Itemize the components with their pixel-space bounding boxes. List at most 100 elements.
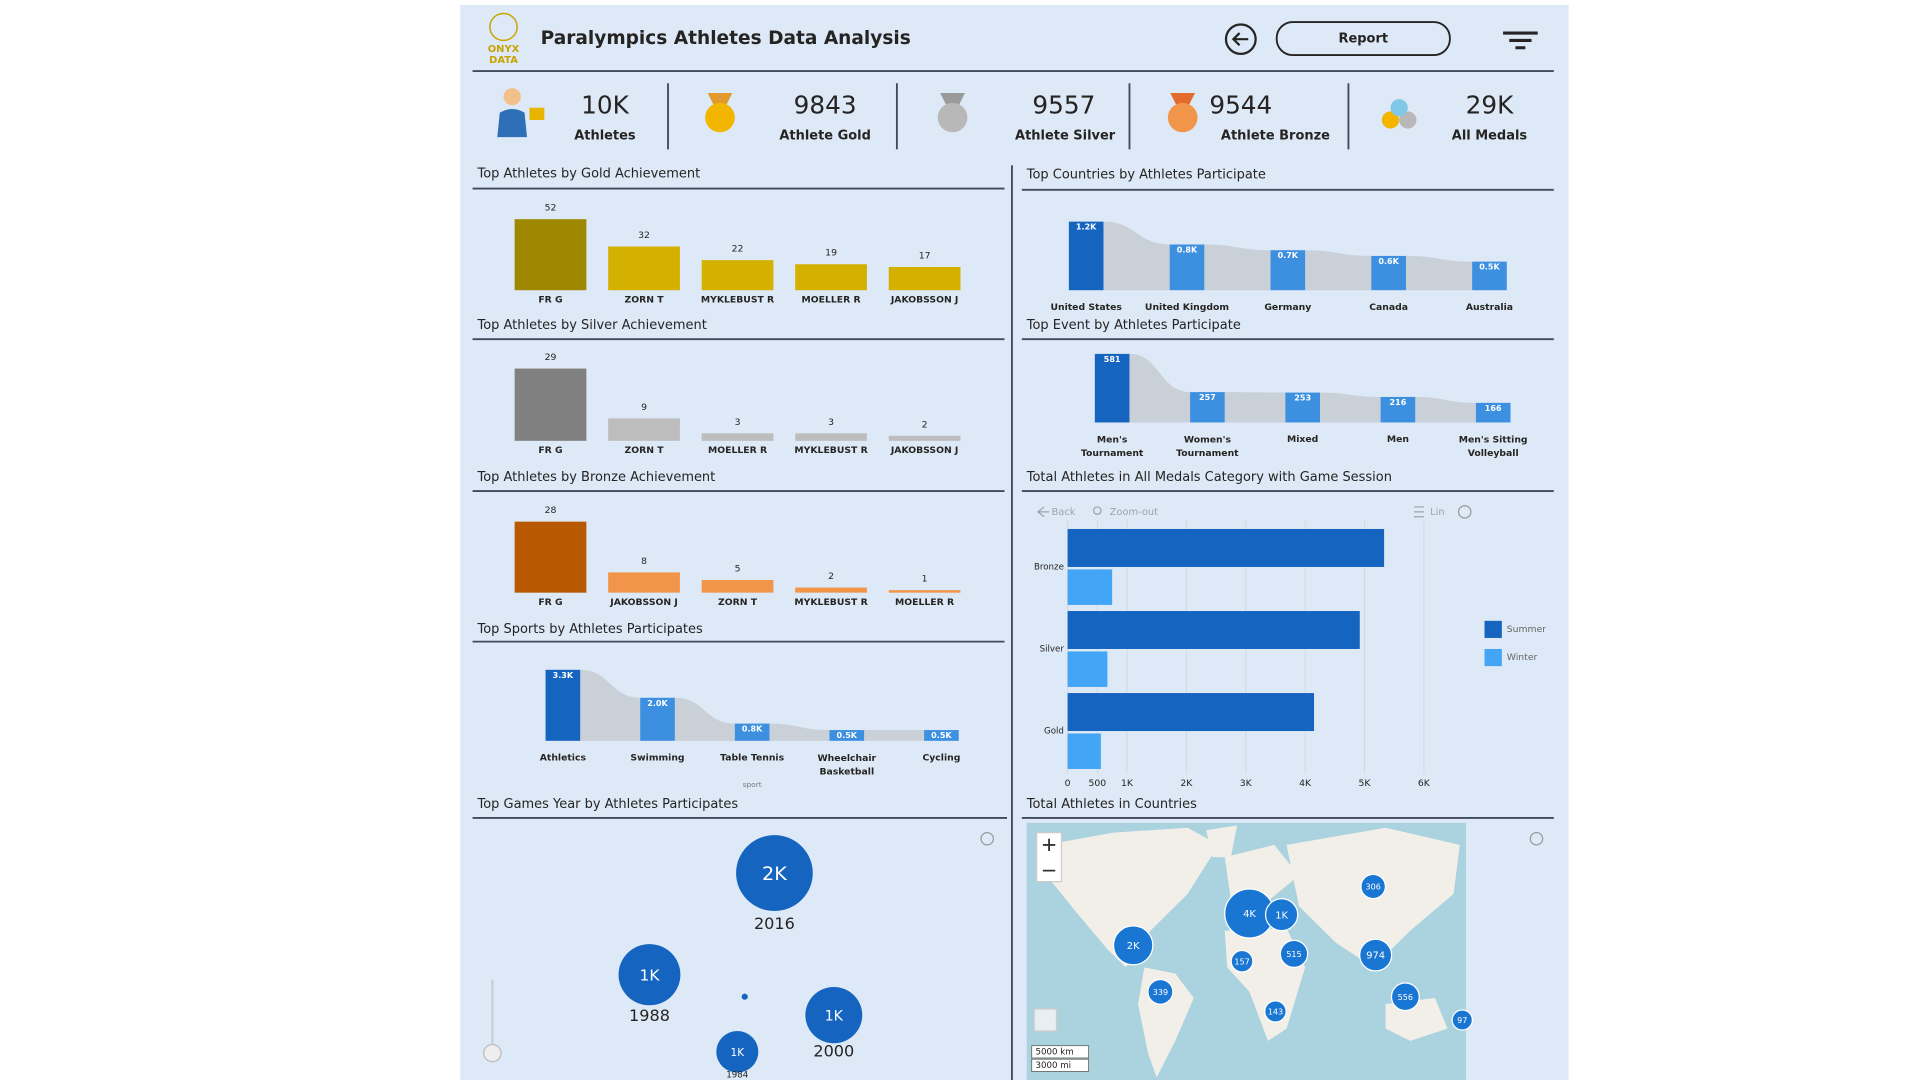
- map-bubble: [1451, 1009, 1473, 1031]
- data-label: 3: [828, 417, 834, 428]
- x-tick-label: 2K: [1180, 778, 1193, 789]
- category-label: ZORN T: [718, 597, 758, 608]
- category-label: FR G: [538, 445, 562, 456]
- bubble: [716, 1031, 759, 1073]
- zoom-in-icon: [1042, 838, 1056, 872]
- legend-label: Winter: [1507, 652, 1538, 663]
- data-label: 52: [545, 203, 557, 214]
- x-tick-label: 500: [1088, 778, 1106, 789]
- ribbon: [674, 697, 735, 741]
- bubble: [618, 944, 681, 1006]
- toolbar-button: Lin: [1430, 507, 1445, 518]
- category-label: Mixed: [1287, 434, 1318, 445]
- y-tick-label: Gold: [1044, 727, 1064, 737]
- scale-box: [1031, 1058, 1090, 1072]
- ribbon: [769, 723, 830, 741]
- filter-icon[interactable]: [1503, 31, 1538, 50]
- help-icon[interactable]: [1529, 832, 1544, 846]
- data-label: 19: [825, 248, 837, 259]
- bar: [1067, 611, 1360, 649]
- ribbon: [1129, 353, 1191, 423]
- data-label: 32: [638, 230, 650, 241]
- data-label: 28: [545, 505, 557, 516]
- category-label: JAKOBSSON J: [890, 445, 959, 456]
- bar: [1067, 569, 1113, 605]
- chart-title: Top Athletes by Gold Achievement: [477, 166, 701, 181]
- data-label: 581: [1104, 355, 1121, 364]
- bar: [795, 433, 867, 441]
- category-label: Wheelchair Basketball: [817, 752, 876, 776]
- data-label: 2: [828, 571, 834, 582]
- map-bubble: [1147, 978, 1174, 1005]
- category-label: Men's Tournament: [1081, 434, 1144, 458]
- toolbar-button: Zoom-out: [1110, 507, 1159, 518]
- category-label: Table Tennis: [720, 752, 784, 763]
- bar: [829, 730, 865, 741]
- ribbon: [1405, 255, 1473, 291]
- chart-title: Top Countries by Athletes Participate: [1026, 168, 1266, 183]
- map-bubble-label: 97: [1457, 1016, 1467, 1025]
- scale-label: 5000 km: [1035, 1047, 1073, 1057]
- bar: [701, 260, 774, 291]
- silver-medal-icon: [937, 93, 968, 133]
- athlete-icon: [497, 88, 545, 138]
- back-button[interactable]: [1224, 23, 1257, 55]
- data-label: 1: [922, 574, 928, 585]
- data-label: 257: [1199, 393, 1216, 402]
- bar: [640, 697, 675, 741]
- bar: [1270, 250, 1306, 291]
- bar: [734, 723, 770, 741]
- category-label: United Kingdom: [1145, 302, 1229, 313]
- ribbon: [1204, 244, 1271, 291]
- report-button-label: Report: [1338, 32, 1388, 47]
- legend-label: Summer: [1507, 624, 1547, 635]
- bar: [1067, 693, 1315, 732]
- bar: [1472, 261, 1507, 291]
- bubble-label: 1K: [825, 1008, 844, 1024]
- logo-text: DATA: [489, 55, 518, 66]
- bar: [888, 590, 961, 593]
- category-label: ZORN T: [625, 445, 665, 456]
- data-label: 0.8K: [742, 725, 763, 734]
- toolbar-icon: [1092, 506, 1102, 515]
- report-button[interactable]: [1275, 21, 1451, 57]
- kpi-value: 9557: [1032, 91, 1095, 120]
- map-bubble-label: 4K: [1243, 909, 1256, 920]
- page-title: Paralympics Athletes Data Analysis: [541, 28, 911, 49]
- kpi-value: 9544: [1209, 91, 1272, 120]
- bar: [795, 264, 867, 291]
- kpi-value: 9843: [794, 91, 857, 120]
- bubble-category: 2016: [754, 914, 795, 933]
- category-label: Australia: [1466, 302, 1513, 313]
- data-label: 216: [1390, 398, 1407, 407]
- map-bubble-label: 1K: [1275, 910, 1288, 921]
- category-label: MYKLEBUST R: [794, 597, 867, 608]
- category-label: Germany: [1264, 302, 1311, 313]
- category-label: Men: [1387, 434, 1409, 445]
- chart-title: Top Event by Athletes Participate: [1026, 318, 1241, 333]
- help-icon[interactable]: [1457, 505, 1472, 519]
- y-tick-label: Bronze: [1034, 562, 1064, 572]
- bar: [608, 572, 680, 593]
- map-bubble-label: 974: [1366, 951, 1385, 962]
- ribbon: [1415, 396, 1476, 423]
- category-label: Men's Sitting Volleyball: [1459, 434, 1528, 458]
- category-label: MOELLER R: [708, 445, 767, 456]
- ribbon: [864, 730, 925, 741]
- bar: [888, 266, 961, 291]
- category-label: ZORN T: [625, 295, 665, 306]
- bar: [795, 587, 867, 593]
- ribbon: [1305, 250, 1372, 291]
- help-icon[interactable]: [980, 832, 995, 846]
- data-label: 22: [732, 244, 744, 255]
- zoom-handle[interactable]: [483, 1043, 502, 1063]
- bar: [1068, 221, 1104, 291]
- bar: [514, 219, 587, 291]
- x-tick-label: 1K: [1121, 778, 1134, 789]
- chart-title: Total Athletes in Countries: [1026, 797, 1197, 812]
- bar: [1285, 392, 1320, 423]
- bar: [545, 669, 581, 741]
- category-label: FR G: [538, 597, 562, 608]
- bubble-label: 2K: [762, 863, 787, 885]
